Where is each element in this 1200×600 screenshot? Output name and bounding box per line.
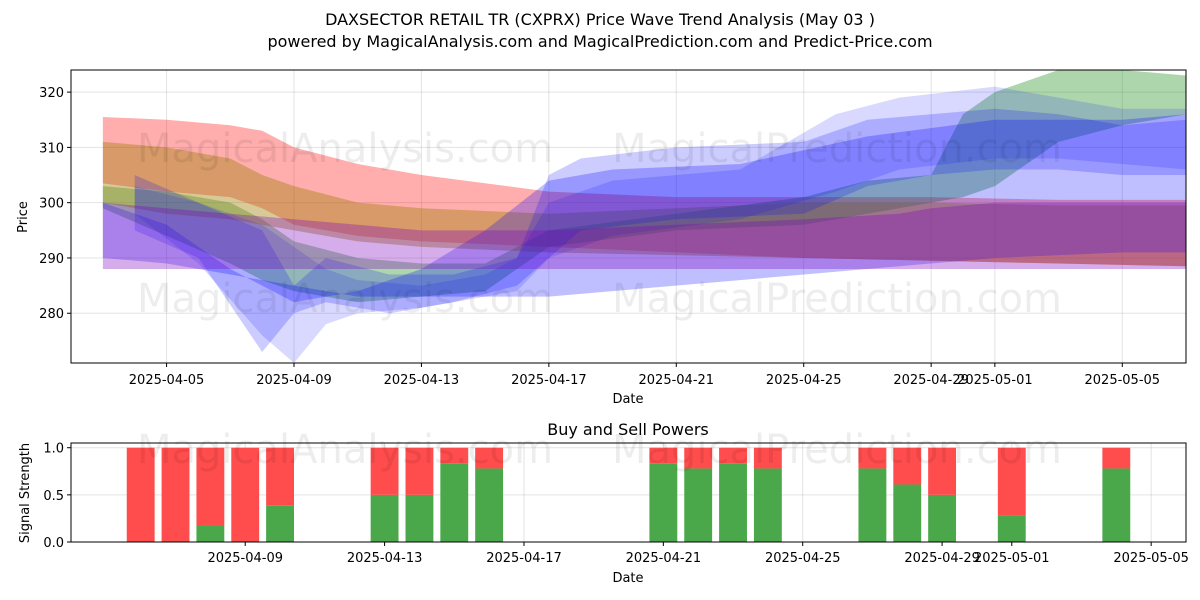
sell-bar (893, 447, 922, 485)
buy-bar (997, 515, 1026, 542)
price-x-tick-label: 2025-05-05 (1085, 373, 1161, 388)
signal-y-tick-label: 0.5 (43, 489, 64, 504)
price-grid (71, 70, 1186, 363)
price-x-tick-label: 2025-04-09 (256, 373, 332, 388)
sell-bar (475, 447, 504, 469)
signal-x-tick-label: 2025-04-25 (765, 551, 841, 566)
signal-y-tick-label: 0.0 (43, 536, 64, 551)
buy-bar (370, 494, 399, 542)
price-x-tick-label: 2025-04-25 (766, 373, 842, 388)
price-x-tick-label: 2025-04-21 (639, 373, 715, 388)
price-band-3 (102, 141, 1186, 267)
price-bands (102, 70, 1187, 364)
price-y-tick-label: 320 (39, 86, 64, 101)
sell-bar (161, 447, 190, 542)
buy-bar (405, 494, 434, 542)
price-y-tick-label: 310 (39, 141, 64, 156)
price-y-tick-label: 300 (39, 197, 64, 212)
sell-bar (928, 447, 957, 495)
buy-bar (753, 468, 782, 542)
sell-bar (649, 447, 678, 464)
signal-x-tick-label: 2025-04-21 (626, 551, 702, 566)
signal-y-tick-label: 1.0 (43, 442, 64, 457)
price-band-1 (102, 116, 1186, 267)
price-band-7 (102, 202, 1186, 270)
price-band-6 (134, 86, 1187, 364)
watermark-prediction-3: MagicalPrediction.com (612, 427, 1062, 473)
price-y-tick-label: 280 (39, 307, 64, 322)
buy-bar (684, 468, 713, 542)
price-x-tick-label: 2025-04-05 (129, 373, 205, 388)
buy-bar (893, 484, 922, 542)
sell-bar (753, 447, 782, 469)
price-x-tick-label: 2025-04-29 (893, 373, 969, 388)
price-plot-frame (70, 69, 1187, 364)
buy-bar (719, 463, 747, 542)
price-watermarks: MagicalAnalysis.com MagicalPrediction.co… (137, 126, 1062, 322)
buy-bar (858, 468, 887, 542)
sell-bar (719, 447, 747, 464)
sell-bar (266, 447, 294, 506)
price-band-4 (102, 114, 1186, 303)
signal-axes: 0.0 0.5 1.0 2025-04-09 2025-04-13 2025-04-17 2… (43, 442, 1189, 566)
sell-bar (196, 447, 225, 526)
buy-bar (266, 505, 294, 542)
signal-x-tick-label: 2025-05-01 (974, 551, 1050, 566)
sell-bar (1102, 447, 1131, 469)
buy-bar (649, 463, 678, 542)
watermark-prediction-1: MagicalPrediction.com (612, 126, 1062, 172)
signal-x-tick-label: 2025-05-05 (1113, 551, 1189, 566)
sell-bar (684, 447, 713, 469)
watermark-prediction-2: MagicalPrediction.com (612, 276, 1062, 322)
signal-bars (126, 447, 1131, 542)
signal-plot-frame (70, 442, 1187, 543)
signal-chart-title: Buy and Sell Powers (547, 420, 709, 439)
price-x-tick-label: 2025-04-13 (384, 373, 460, 388)
signal-x-axis-label: Date (612, 571, 643, 586)
sell-bar (405, 447, 434, 495)
buy-bar (440, 463, 469, 542)
price-y-tick-label: 290 (39, 252, 64, 267)
sell-bar (858, 447, 887, 469)
signal-x-tick-label: 2025-04-17 (486, 551, 562, 566)
price-axes: 280 290 300 310 320 2025-04-05 2025-04-09 2025-… (39, 86, 1160, 388)
sell-bar (440, 447, 469, 464)
chart-title: DAXSECTOR RETAIL TR (CXPRX) Price Wave T… (325, 10, 875, 29)
price-band-5 (134, 108, 1187, 352)
signal-y-axis-label: Signal Strength (18, 443, 33, 543)
sell-bar (370, 447, 399, 495)
watermark-analysis-3: MagicalAnalysis.com (137, 427, 553, 473)
sell-bar (997, 447, 1026, 516)
signal-x-tick-label: 2025-04-13 (347, 551, 423, 566)
buy-bar (928, 494, 957, 542)
signal-watermarks: MagicalAnalysis.com MagicalPrediction.co… (137, 427, 1062, 473)
buy-bar (1102, 468, 1131, 542)
buy-bar (196, 525, 225, 542)
price-band-2 (102, 70, 1186, 303)
signal-plot-panel: MagicalAnalysis.com MagicalPrediction.co… (18, 427, 1189, 586)
sell-bar (126, 447, 155, 542)
sell-bar (231, 447, 260, 542)
watermark-analysis-2: MagicalAnalysis.com (137, 276, 553, 322)
signal-x-tick-label: 2025-04-29 (904, 551, 980, 566)
price-x-axis-label: Date (612, 392, 643, 407)
watermark-analysis-1: MagicalAnalysis.com (137, 126, 553, 172)
buy-bar (475, 468, 504, 542)
price-x-tick-label: 2025-05-01 (957, 373, 1033, 388)
price-y-axis-label: Price (16, 201, 31, 233)
signal-x-tick-label: 2025-04-09 (207, 551, 283, 566)
chart-subtitle: powered by MagicalAnalysis.com and Magic… (267, 32, 932, 51)
price-x-tick-label: 2025-04-17 (511, 373, 587, 388)
price-plot-panel: MagicalAnalysis.com MagicalPrediction.co… (16, 69, 1187, 407)
